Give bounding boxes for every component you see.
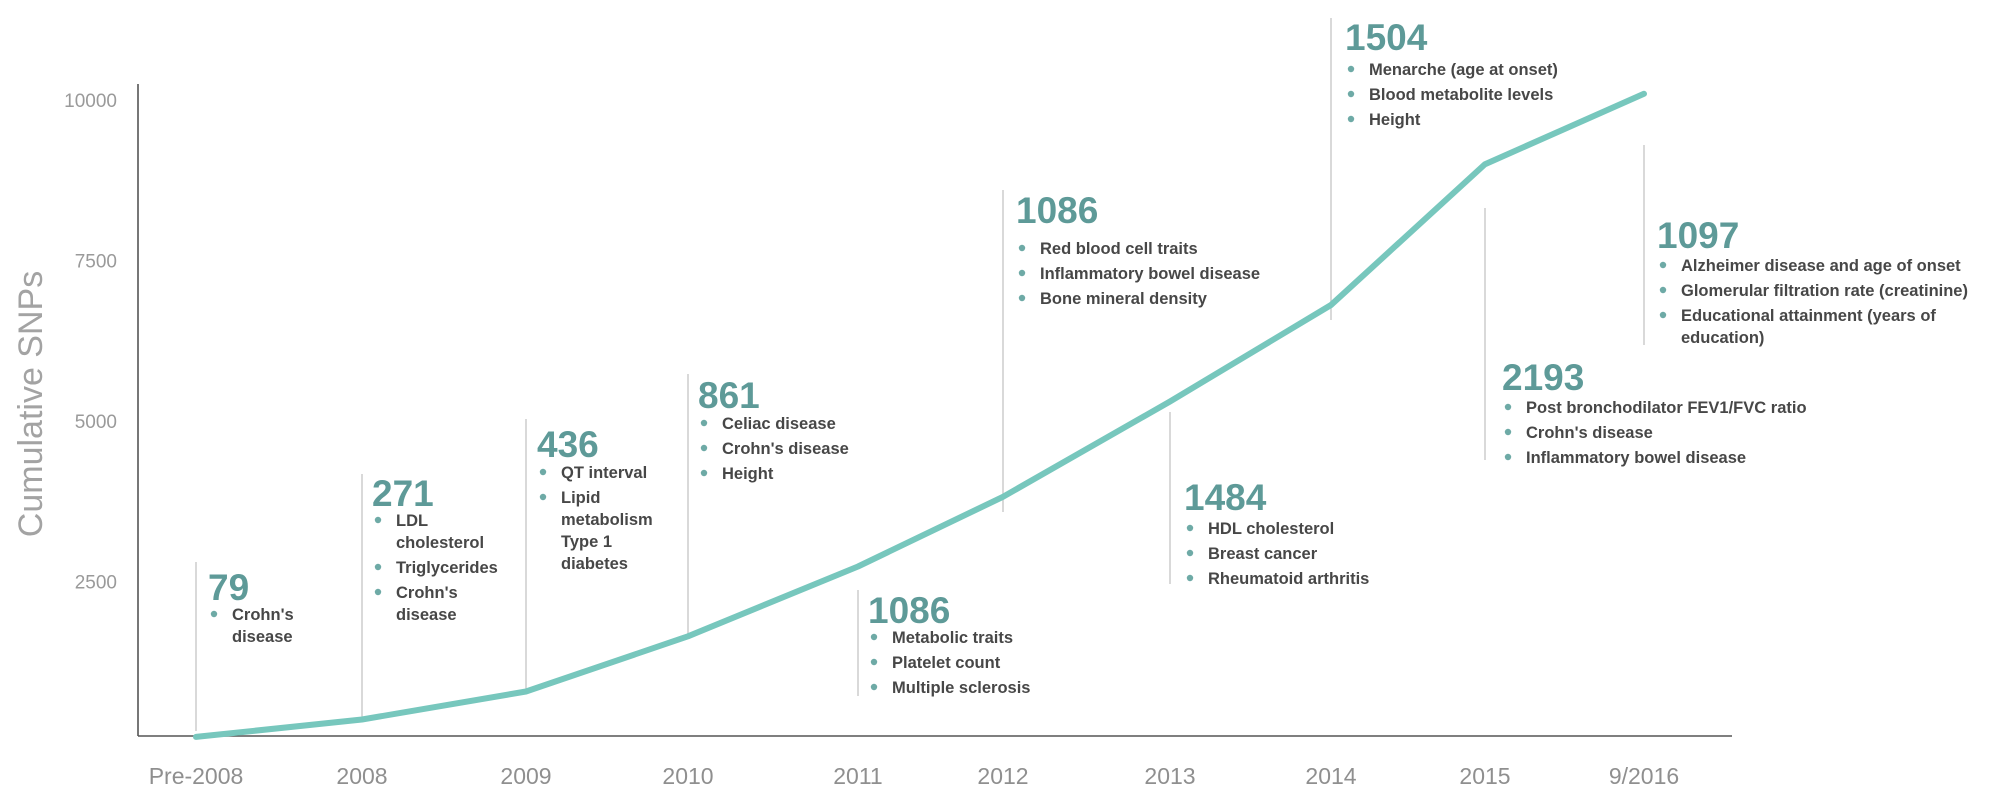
annotation-count: 79 <box>208 567 249 608</box>
annotation-item: Crohn's disease <box>722 440 849 458</box>
annotation-item: Breast cancer <box>1208 545 1318 563</box>
x-tick-label: 2014 <box>1305 763 1356 789</box>
bullet-dot <box>1504 428 1512 436</box>
x-tick-label: Pre-2008 <box>149 763 244 789</box>
annotation-item: Metabolic traits <box>892 629 1013 647</box>
annotation-item: Glomerular filtration rate (creatinine) <box>1681 282 1968 300</box>
bullet-dot <box>210 610 218 618</box>
annotation-item: Educational attainment (years of <box>1681 307 1936 325</box>
annotation-count: 1484 <box>1184 477 1267 518</box>
bullet-dot <box>1504 403 1512 411</box>
annotation-item: QT interval <box>561 464 647 482</box>
annotation-count: 271 <box>372 473 434 514</box>
annotation-count: 1097 <box>1657 215 1739 256</box>
x-tick-label: 2010 <box>662 763 713 789</box>
x-tick-label: 2009 <box>500 763 551 789</box>
bullet-dot <box>700 444 708 452</box>
annotation-item: education) <box>1681 329 1764 347</box>
annotation-count: 436 <box>537 424 599 465</box>
bullet-dot <box>1186 574 1194 582</box>
bullet-dot <box>1347 90 1355 98</box>
bullet-dot <box>1186 549 1194 557</box>
bullet-dot <box>1018 294 1026 302</box>
bullet-dot <box>870 658 878 666</box>
annotation-item: Crohn's disease <box>1526 424 1653 442</box>
annotation-item: Platelet count <box>892 654 1001 672</box>
x-tick-label: 2008 <box>336 763 387 789</box>
annotation-item: Crohn's <box>396 584 458 602</box>
annotation-item: disease <box>232 628 293 646</box>
bullet-dot <box>539 493 547 501</box>
bullet-dot <box>374 516 382 524</box>
bullet-dot <box>374 563 382 571</box>
x-tick-label: 2011 <box>833 763 882 789</box>
annotation-item: LDL <box>396 512 428 530</box>
y-tick-label: 2500 <box>75 573 117 594</box>
annotation-item: Alzheimer disease and age of onset <box>1681 257 1961 275</box>
annotation-item: HDL cholesterol <box>1208 520 1334 538</box>
annotation-item: Rheumatoid arthritis <box>1208 570 1369 588</box>
y-axis-title: Cumulative SNPs <box>12 271 50 537</box>
annotation-item: Red blood cell traits <box>1040 240 1198 258</box>
x-tick-label: 2012 <box>977 763 1028 789</box>
annotation-item: Menarche (age at onset) <box>1369 61 1558 79</box>
annotation-item: diabetes <box>561 555 628 573</box>
bullet-dot <box>700 469 708 477</box>
bullet-dot <box>1504 453 1512 461</box>
bullet-dot <box>1659 261 1667 269</box>
bullet-dot <box>374 588 382 596</box>
bullet-dot <box>870 683 878 691</box>
annotation-item: Bone mineral density <box>1040 290 1208 308</box>
annotation-item: Height <box>1369 111 1421 129</box>
y-tick-label: 10000 <box>64 91 117 112</box>
annotation-count: 1504 <box>1345 17 1428 58</box>
annotation-item: disease <box>396 606 457 624</box>
bullet-dot <box>1659 286 1667 294</box>
annotation-count: 2193 <box>1502 357 1584 398</box>
annotation-item: Height <box>722 465 774 483</box>
bullet-dot <box>1347 115 1355 123</box>
annotation-item: Inflammatory bowel disease <box>1526 449 1746 467</box>
bullet-dot <box>870 633 878 641</box>
bullet-dot <box>700 419 708 427</box>
annotation-item: Inflammatory bowel disease <box>1040 265 1260 283</box>
cumulative-snps-line <box>193 90 1647 740</box>
y-tick-label: 5000 <box>75 412 117 433</box>
y-tick-label: 7500 <box>75 252 117 273</box>
annotation-item: Post bronchodilator FEV1/FVC ratio <box>1526 399 1807 417</box>
annotation-item: Multiple sclerosis <box>892 679 1030 697</box>
annotation-count: 1086 <box>868 590 950 631</box>
bullet-dot <box>1347 65 1355 73</box>
bullet-dot <box>1659 311 1667 319</box>
bullet-dot <box>1018 269 1026 277</box>
x-tick-label: 2015 <box>1459 763 1510 789</box>
bullet-dot <box>539 468 547 476</box>
x-tick-label: 2013 <box>1144 763 1195 789</box>
annotation-item: Celiac disease <box>722 415 836 433</box>
annotation-item: Type 1 <box>561 533 612 551</box>
annotation-item: cholesterol <box>396 534 484 552</box>
annotation-count: 861 <box>698 375 760 416</box>
annotation-item: Triglycerides <box>396 559 498 577</box>
bullet-dot <box>1186 524 1194 532</box>
annotation-item: Crohn's <box>232 606 294 624</box>
annotation-item: Blood metabolite levels <box>1369 86 1553 104</box>
annotation-item: metabolism <box>561 511 653 529</box>
bullet-dot <box>1018 244 1026 252</box>
x-tick-label: 9/2016 <box>1609 763 1679 789</box>
annotation-count: 1086 <box>1016 190 1098 231</box>
annotation-item: Lipid <box>561 489 600 507</box>
